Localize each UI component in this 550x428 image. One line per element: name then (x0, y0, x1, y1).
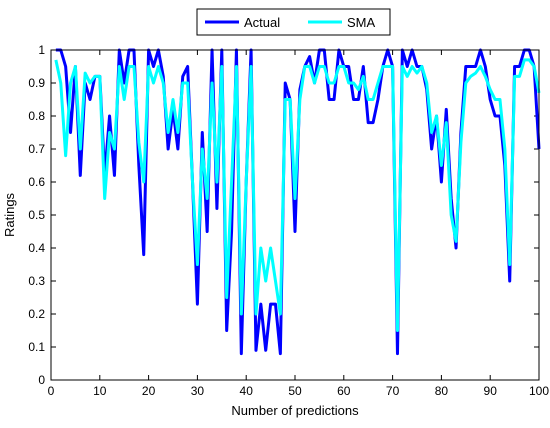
y-tick-label: 0.3 (28, 274, 45, 288)
x-tick-label: 70 (386, 384, 400, 398)
x-tick-label: 90 (484, 384, 498, 398)
y-tick-label: 0.2 (28, 307, 45, 321)
y-tick-label: 0.9 (28, 76, 45, 90)
y-axis-label: Ratings (2, 192, 17, 237)
legend: Actual SMA (196, 8, 391, 36)
x-tick-label: 80 (435, 384, 449, 398)
y-tick-label: 0.8 (28, 109, 45, 123)
legend-label-actual: Actual (244, 15, 280, 30)
y-tick-label: 0.1 (28, 340, 45, 354)
y-tick-label: 0.4 (28, 241, 45, 255)
y-tick-label: 0.5 (28, 208, 45, 222)
series-line-sma (54, 58, 541, 332)
x-tick-label: 20 (142, 384, 156, 398)
x-tick-label: 60 (337, 384, 351, 398)
x-tick-label: 100 (529, 384, 549, 398)
series-group (54, 48, 541, 356)
x-tick-label: 0 (48, 384, 55, 398)
axes: 0 10 20 30 40 50 60 70 80 90 100 0 0.1 0.2 0.3 0.4 0.5 0.… (28, 43, 549, 398)
y-tick-label: 0 (38, 373, 45, 387)
x-tick-label: 50 (288, 384, 302, 398)
x-tick-label: 10 (93, 384, 107, 398)
legend-label-sma: SMA (347, 15, 376, 30)
series-line-actual (55, 48, 541, 356)
y-tick-label: 0.7 (28, 142, 45, 156)
x-axis-label: Number of predictions (231, 403, 359, 418)
y-tick-label: 1 (38, 43, 45, 57)
x-tick-label: 40 (240, 384, 254, 398)
y-tick-label: 0.6 (28, 175, 45, 189)
x-tick-label: 30 (191, 384, 205, 398)
plot-frame (50, 49, 540, 381)
